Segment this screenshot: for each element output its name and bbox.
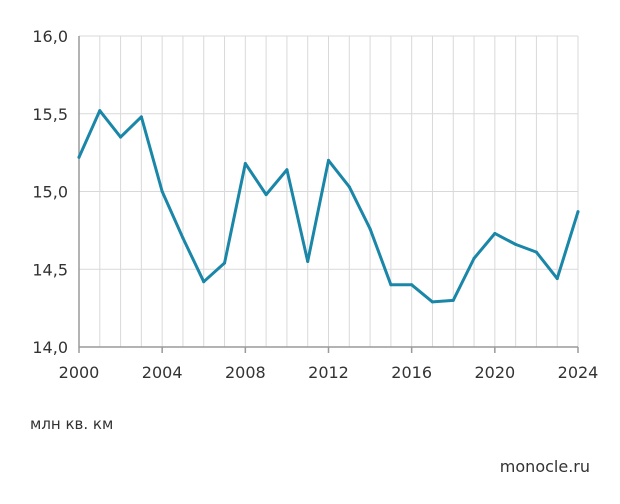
data-point (493, 231, 497, 235)
data-point (285, 168, 289, 172)
x-tick-label: 2012 (308, 363, 349, 382)
x-tick-label: 2008 (225, 363, 266, 382)
x-tick-label: 2004 (142, 363, 183, 382)
data-point (368, 227, 372, 231)
y-tick-label: 16,0 (32, 27, 68, 46)
unit-label: млн кв. км (30, 415, 113, 433)
data-point (451, 298, 455, 302)
data-point (160, 190, 164, 193)
x-tick-label: 2020 (474, 363, 515, 382)
data-point (514, 242, 518, 246)
y-tick-label: 15,0 (32, 183, 68, 202)
data-point (119, 135, 123, 139)
x-tick-label: 2000 (59, 363, 100, 382)
data-point (347, 185, 351, 189)
y-tick-label: 15,5 (32, 105, 68, 124)
data-point (534, 250, 538, 254)
data-point (98, 109, 102, 113)
data-point (389, 283, 393, 287)
data-point (223, 261, 227, 265)
data-point (327, 158, 330, 162)
data-point (264, 193, 268, 197)
x-tick-label: 2016 (391, 363, 432, 382)
data-point (202, 280, 206, 284)
series-layer (77, 109, 580, 304)
x-tick-label: 2024 (558, 363, 599, 382)
axes (78, 36, 579, 353)
data-point (306, 259, 310, 263)
grid (79, 35, 579, 347)
tick-labels: 2000 2004 2008 2012 2016 2020 2024 14,0 14,5 15,0… (32, 27, 598, 382)
data-point (430, 300, 434, 304)
data-point (181, 236, 185, 240)
data-point (139, 115, 143, 119)
data-point (410, 283, 414, 287)
data-point (555, 277, 559, 281)
source-label: monocle.ru (500, 457, 590, 476)
y-tick-label: 14,5 (32, 260, 68, 279)
data-point (243, 162, 247, 166)
data-point (77, 155, 81, 159)
data-point (472, 256, 476, 260)
y-tick-label: 14,0 (32, 338, 68, 357)
data-point (576, 210, 580, 214)
